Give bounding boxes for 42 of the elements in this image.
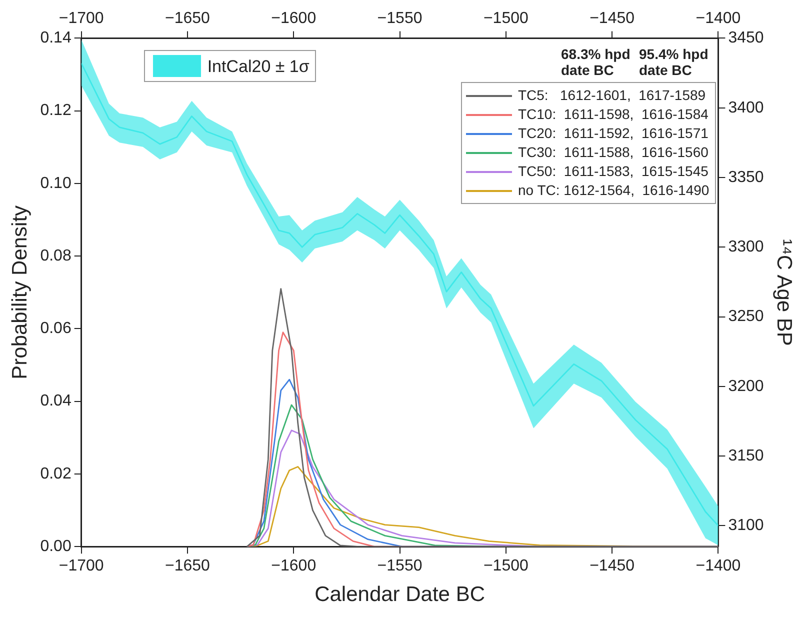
- legend-label: TC30: 1611-1588, 1616-1560: [518, 143, 708, 162]
- x2-tick-label: −1650: [165, 10, 210, 28]
- y-tick-label: 0.10: [40, 174, 72, 192]
- x-tick-label: −1400: [696, 558, 741, 575]
- y-tick-label: 0.02: [40, 465, 72, 482]
- x2-tick-label: −1550: [377, 10, 422, 28]
- y2-tick-label: 3200: [728, 378, 764, 395]
- legend-label: TC10: 1611-1598, 1616-1584: [518, 105, 708, 124]
- legend-label: TC50: 1611-1583, 1615-1545: [518, 162, 708, 182]
- y2-tick-label: 3350: [728, 168, 764, 186]
- x-axis-title: Calendar Date BC: [314, 583, 485, 606]
- x-tick-label: −1500: [483, 558, 528, 575]
- y-tick-label: 0.08: [40, 247, 72, 264]
- y2-tick-label: 3450: [728, 30, 764, 47]
- y2-tick-label: 3150: [728, 447, 764, 464]
- x2-tick-label: −1700: [58, 10, 104, 28]
- y-tick-label: 0.00: [40, 538, 72, 556]
- x-tick-label: −1700: [58, 558, 104, 575]
- y2-tick-label: 3300: [728, 238, 764, 256]
- y2-tick-label: 3100: [728, 517, 764, 534]
- y2-tick-label: 3400: [728, 99, 764, 116]
- y-axis-title: Probability Density: [8, 204, 32, 380]
- x-tick-label: −1450: [590, 558, 635, 575]
- x-tick-label: −1550: [377, 558, 422, 575]
- y-tick-label: 0.12: [40, 102, 72, 120]
- x-tick-label: −1600: [271, 558, 316, 575]
- legend-label: TC5: 1612-1601, 1617-1589: [518, 86, 706, 106]
- legend-label: IntCal20 ± 1σ: [207, 56, 310, 76]
- annotation: 68.3% hpd date BC: [561, 46, 632, 78]
- y-tick-label: 0.06: [40, 320, 72, 338]
- y2-tick-label: 3250: [728, 308, 764, 326]
- x2-tick-label: −1600: [271, 10, 316, 28]
- legend-label: TC20: 1611-1592, 1616-1571: [518, 124, 708, 144]
- x2-tick-label: −1400: [696, 10, 741, 28]
- y-tick-label: 0.14: [40, 30, 72, 47]
- y2-axis-title: ¹⁴C Age BP: [772, 238, 796, 346]
- y-tick-label: 0.04: [40, 392, 72, 410]
- annotation: 95.4% hpd date BC: [639, 46, 710, 78]
- legend-label: no TC: 1612-1564, 1616-1490: [518, 181, 710, 200]
- x2-tick-label: −1450: [590, 10, 635, 28]
- x-tick-label: −1650: [165, 558, 210, 575]
- x2-tick-label: −1500: [483, 10, 528, 28]
